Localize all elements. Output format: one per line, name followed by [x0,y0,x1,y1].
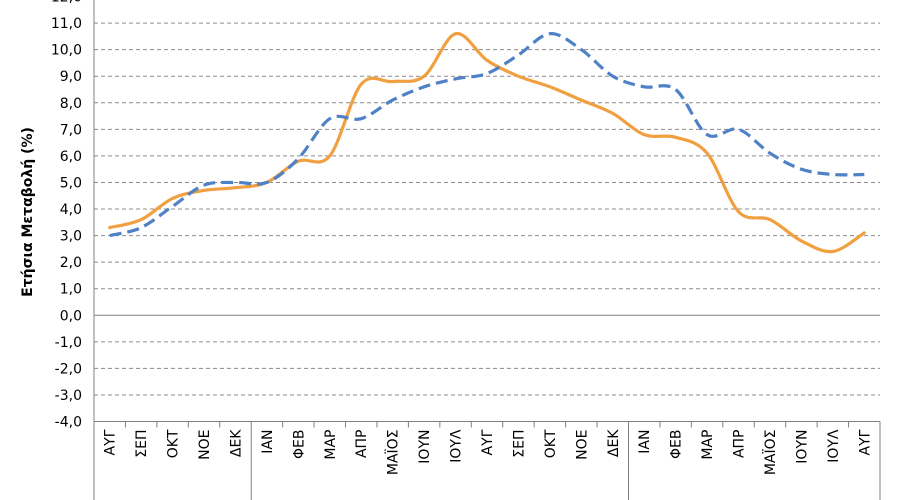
x-tick-label: ΙΑΝ [260,430,276,454]
x-tick-label: ΙΟΥΝ [794,430,810,464]
y-tick-label: 3,0 [60,229,82,245]
y-tick-label: 11,0 [51,16,82,32]
series-line-solid [108,32,866,254]
y-tick-label: 0,0 [60,308,82,324]
x-tick-label: ΙΟΥΛ [826,429,842,463]
x-tick-label: ΟΚΤ [166,429,182,458]
x-tick-label: ΔΕΚ [228,429,244,457]
x-tick-label: ΑΠΡ [354,430,370,459]
x-tick-label: ΟΚΤ [543,429,559,458]
x-tick-label: ΑΥΓ [103,429,119,455]
x-tick-label: ΣΕΠ [134,430,150,458]
y-tick-label: 7,0 [60,122,82,138]
y-tick-label: -2,0 [55,361,82,377]
gridlines [94,22,880,396]
x-tick-label: ΜΑΡ [323,430,339,460]
y-tick-label: 12,0 [51,0,82,6]
y-tick-label: -3,0 [55,388,82,404]
y-tick-label: 10,0 [51,43,82,59]
x-tick-label: ΙΟΥΝ [417,430,433,464]
y-tick-label: -1,0 [55,335,82,351]
x-tick-label: ΦΕΒ [291,430,307,459]
y-tick-label: 9,0 [60,69,82,85]
x-tick-label: ΙΟΥΛ [449,429,465,463]
x-tick-label: ΑΠΡ [732,430,748,459]
y-tick-label: 2,0 [60,255,82,271]
y-tick-label: 5,0 [60,175,82,191]
x-tick-label: ΔΕΚ [606,429,622,457]
x-tick-label: ΝΟΕ [574,430,590,460]
x-tick-label: ΑΥΓ [857,429,873,455]
x-tick-label: ΜΑΪΟΣ [761,430,779,476]
y-axis: -4,0 -3,0 -2,0 -1,0 0,0 1,0 2,0 3,0 4,0 5,0 6,0 7,0… [51,0,82,431]
y-axis-title: Ετήσια Μεταβολή (%) [20,127,36,297]
x-tick-label: ΑΥΓ [480,429,496,455]
series-lines [108,32,866,254]
y-tick-label: 1,0 [60,282,82,298]
y-tick-label: 6,0 [60,149,82,165]
y-tick-label: 4,0 [60,202,82,218]
x-tick-label: ΜΑΪΟΣ [384,430,402,476]
series-line-dashed [109,32,865,238]
y-tick-label: 8,0 [60,96,82,112]
y-tick-label: -4,0 [55,415,82,431]
x-tick-label: ΜΑΡ [700,430,716,460]
x-tick-label: ΣΕΠ [511,430,527,458]
x-tick-label: ΙΑΝ [637,430,653,454]
x-axis: ΑΥΓ ΣΕΠ ΟΚΤ ΝΟΕ ΔΕΚ ΙΑΝ ΦΕΒ ΜΑΡ ΑΠΡ ΜΑΪΟΣ ΙΟΥΝ ΙΟΥΛ… [93,0,881,500]
x-tick-label: ΦΕΒ [669,430,685,459]
x-tick-label: ΝΟΕ [197,430,213,460]
